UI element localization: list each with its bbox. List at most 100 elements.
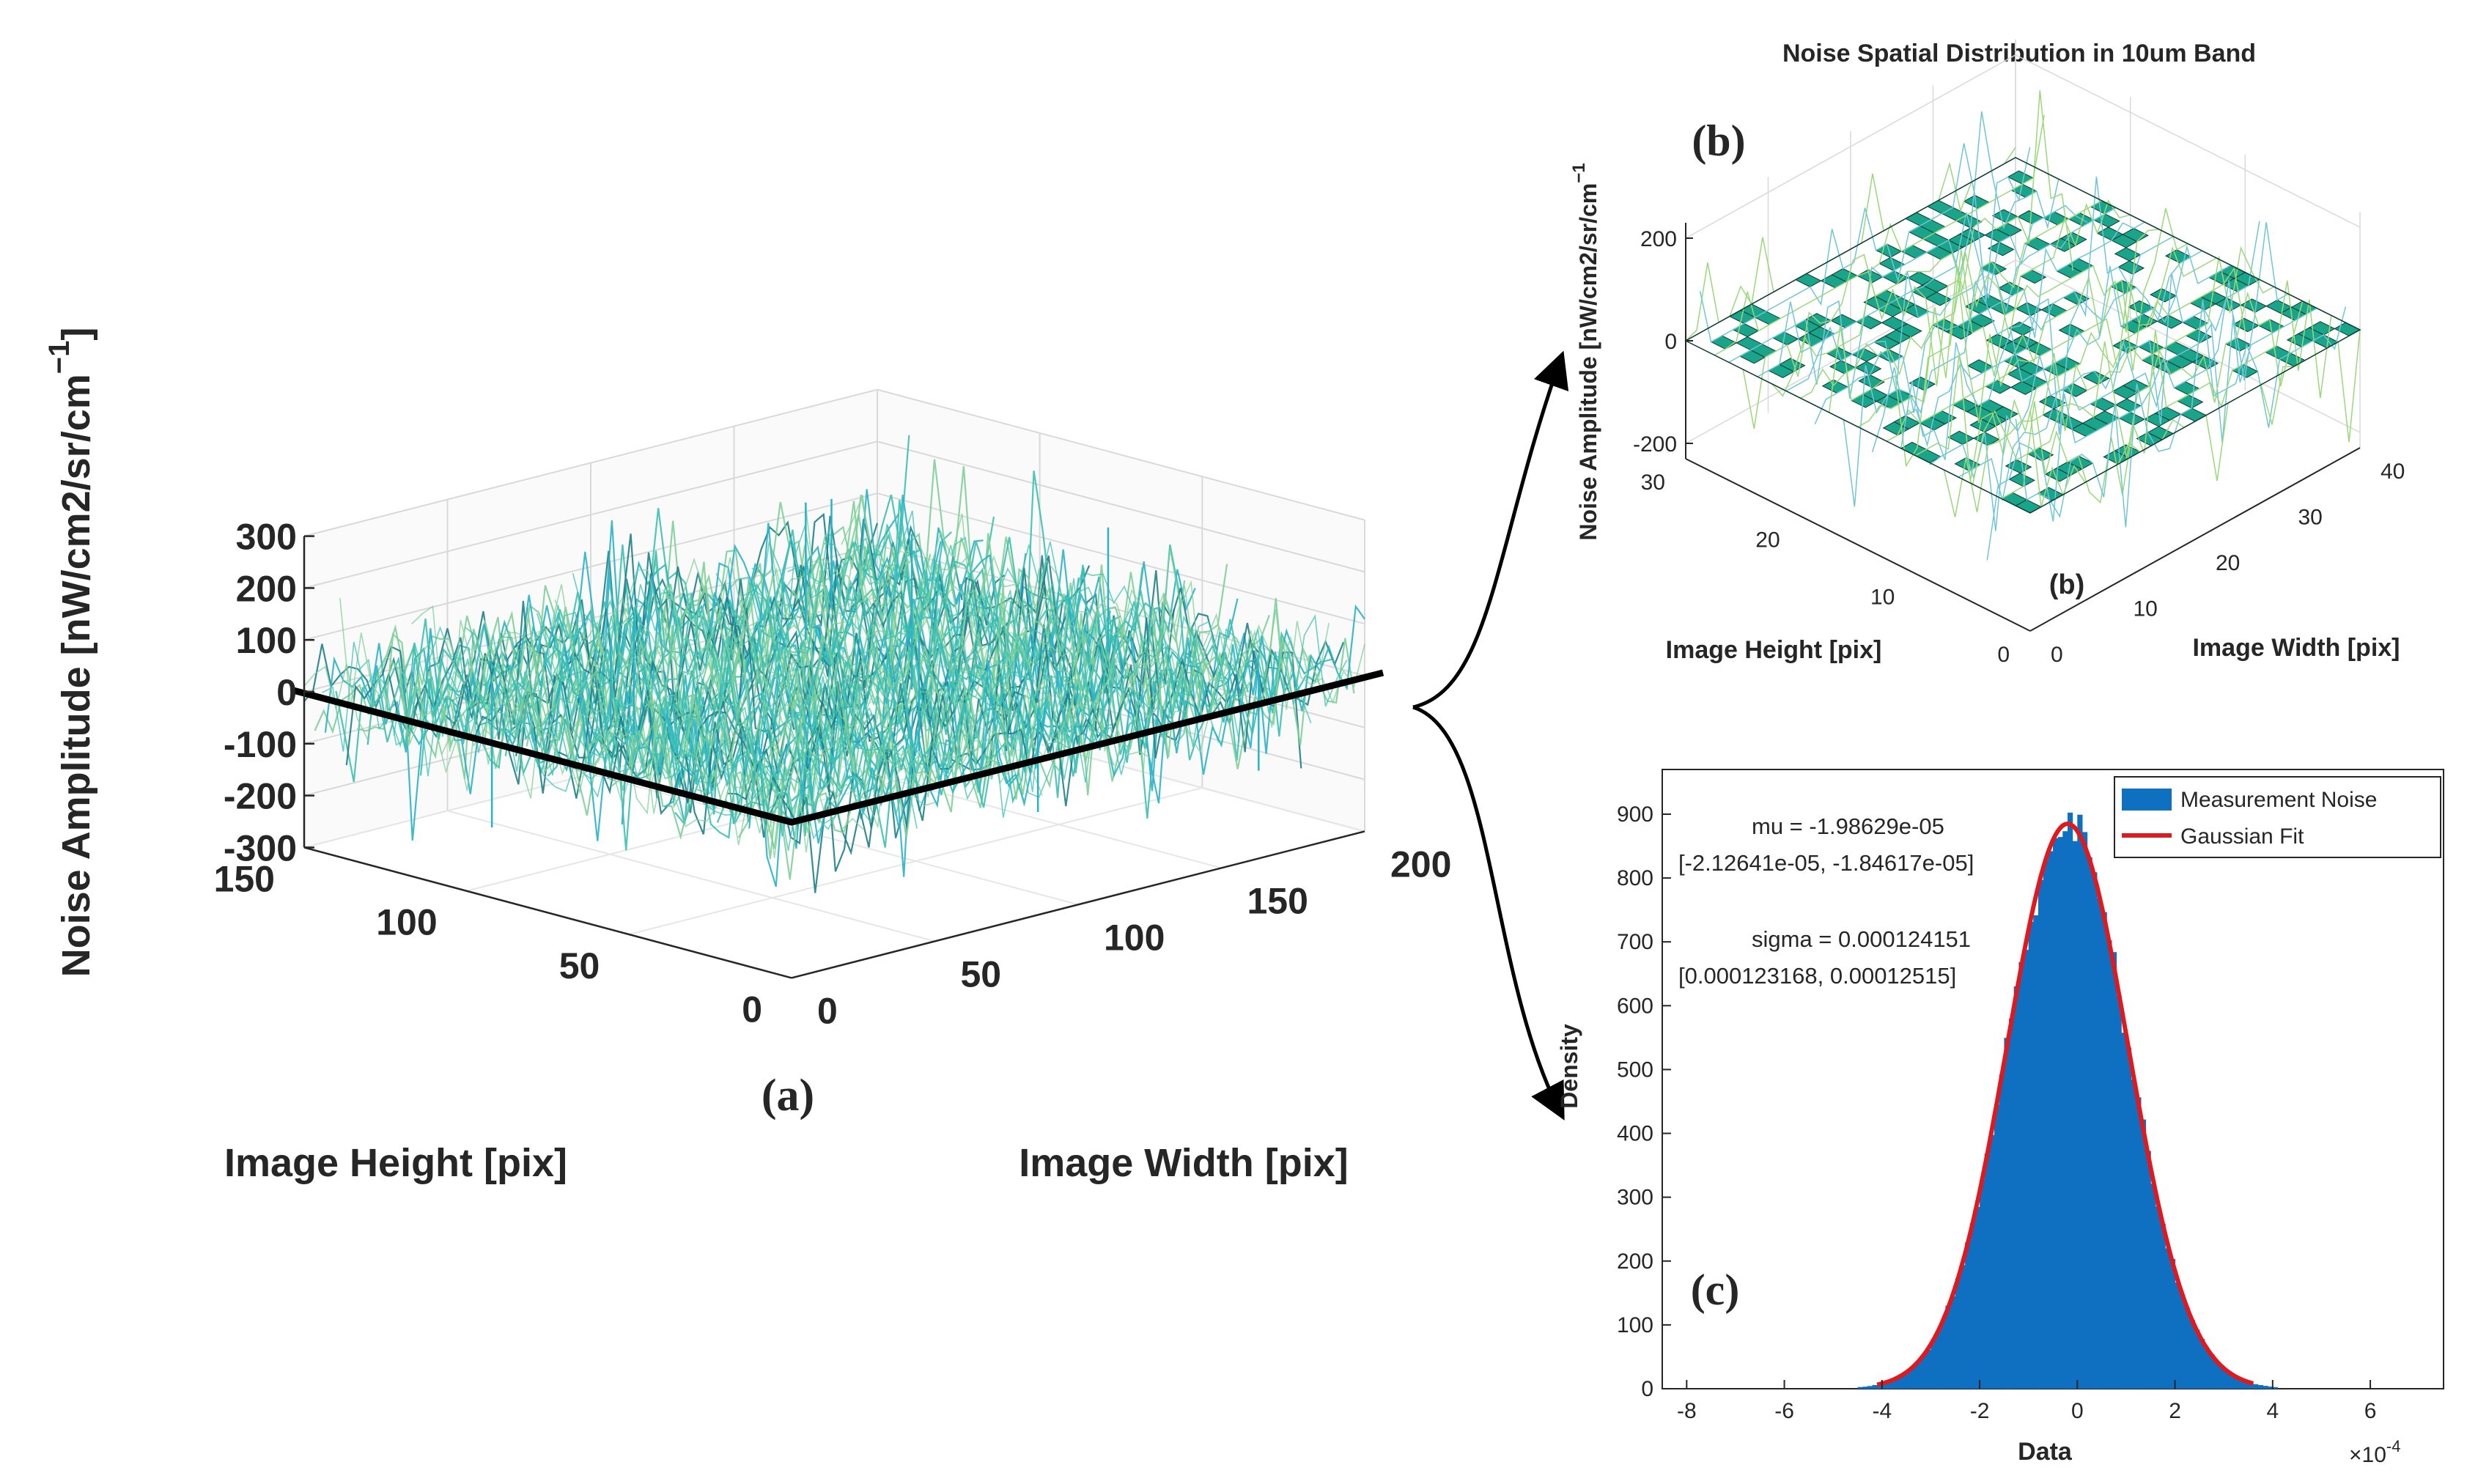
- panel-c-histogram-bar: [1994, 1104, 2000, 1389]
- panel-b-surface-patch: [2093, 213, 2120, 228]
- panel-c-histogram-bar: [2204, 1349, 2210, 1389]
- panel-b-surface-row-trace: [1757, 204, 2088, 377]
- panel-c-histogram-bar: [2125, 1047, 2132, 1389]
- panel-c-x-multiplier-exp: -4: [2386, 1437, 2401, 1455]
- panel-c-histogram-bar: [2106, 940, 2112, 1389]
- panel-c-y-tick-label: 100: [1617, 1313, 1653, 1337]
- annotation-mu-ci: [-2.12641e-05, -1.84617e-05]: [1678, 850, 1974, 876]
- panel-b-z-tick-label: 0: [1664, 330, 1677, 354]
- panel-c-histogram-bar: [1955, 1278, 1961, 1389]
- panel-c-histogram-bar: [1940, 1319, 1946, 1389]
- panel-c-x-axis-label: Data: [2018, 1438, 2073, 1466]
- panel-b-surface-patch: [2180, 407, 2208, 422]
- panel-c-histogram-bar: [1945, 1305, 1951, 1389]
- panel-b-surface-patch: [1855, 315, 1883, 330]
- panel-b-corner-label: (b): [2049, 569, 2085, 600]
- panel-b-surface-row-trace: [1829, 229, 2159, 468]
- panel-a-z-tick-label: 300: [236, 517, 297, 558]
- panel-b-surface-patch: [2173, 381, 2200, 396]
- panel-c-histogram-bar: [1911, 1365, 1917, 1389]
- panel-c-histogram-bar: [1984, 1153, 1990, 1389]
- panel-c-histogram-bar: [1974, 1206, 1980, 1389]
- panel-c-x-tick-label: -6: [1774, 1399, 1794, 1423]
- panel-a-z-tick-label: -100: [224, 724, 297, 765]
- panel-c-y-tick-label: 600: [1617, 994, 1653, 1018]
- panel-c-histogram-bar: [2013, 986, 2019, 1389]
- panel-c-histogram-bar: [1989, 1134, 1995, 1389]
- panel-c-histogram-bar: [2228, 1374, 2234, 1389]
- panel-c-histogram-bar: [2209, 1354, 2215, 1389]
- panel-c-y-tick-label: 200: [1617, 1249, 1653, 1274]
- panel-b-y-axis-label: Image Height [pix]: [1666, 636, 1882, 664]
- panel-c-histogram-bar: [2145, 1151, 2151, 1389]
- panel-c-histogram-bar: [1950, 1296, 1956, 1389]
- panel-b-surface-row-trace: [1857, 208, 2188, 428]
- panel-b-surface-row-trace: [1943, 246, 2274, 517]
- panel-b-surface-row-trace: [1800, 199, 2131, 399]
- panel-a-surface-col-trace: [751, 525, 1240, 744]
- panel-c-histogram-bar: [2072, 841, 2078, 1389]
- panel-b-surface-row-trace: [1714, 114, 2045, 356]
- panel-a-surface-col-trace: [590, 596, 1079, 767]
- panel-c-histogram-bar: [2213, 1361, 2220, 1389]
- panel-b-surface-patch: [2118, 411, 2145, 426]
- panel-b-y-tick-label: 20: [1755, 528, 1780, 552]
- panel-c-histogram-bar: [2219, 1365, 2224, 1389]
- panel-b-surface-row-trace: [1843, 177, 2174, 507]
- panel-b-grid-z-line: [1685, 54, 2361, 239]
- panel-b-surface-patch: [2114, 247, 2142, 262]
- panel-b-y-tick-label: 10: [1870, 586, 1895, 610]
- panel-b-x-tick-label: 0: [2051, 643, 2063, 667]
- panel-c-histogram-bar: [2062, 831, 2068, 1389]
- panel-c-histogram-bar: [2057, 837, 2063, 1389]
- panel-a-surface-col-trace: [446, 641, 935, 811]
- panel-b-surface-patch: [1909, 376, 1936, 391]
- panel-a-z-axis-label-close: ]: [54, 328, 98, 341]
- panel-c-histogram: -8 -6 -4 -2 0 2 4 6 0 100 200 300 400 500 600 700 800 900…: [1556, 769, 2444, 1467]
- panel-b-x-tick-label: 30: [2298, 506, 2323, 530]
- panel-b-surface-row-trace: [1900, 244, 2232, 460]
- panel-a-surface-col-trace: [375, 619, 864, 835]
- panel-b-y-axis-line: [1685, 458, 2031, 632]
- panel-a-surface-col-trace: [322, 641, 810, 851]
- panel-c-histogram-bar: [2199, 1338, 2205, 1389]
- panel-b-surface-patch: [2117, 260, 2145, 275]
- panel-a-surface-col-trace: [805, 505, 1294, 728]
- panel-c-x-multiplier: ×10-4: [2349, 1437, 2400, 1467]
- panel-c-histogram-bar: [2077, 814, 2083, 1389]
- arrow-to-panel-c: [1412, 705, 1565, 1121]
- panel-c-histogram-bar: [1980, 1180, 1985, 1389]
- panel-b-surface-patch: [2114, 398, 2142, 413]
- panel-c-histogram-bar: [2160, 1224, 2166, 1389]
- panel-c-histogram-bar: [1965, 1242, 1971, 1389]
- panel-b-surface-patch: [2040, 303, 2068, 318]
- panel-b-x-axis-label: Image Width [pix]: [2192, 634, 2400, 662]
- panel-c-histogram-bar: [2268, 1387, 2274, 1389]
- panel-a-x-tick-label: 50: [961, 953, 1002, 994]
- panel-c-histogram-bar: [2004, 1038, 2010, 1389]
- panel-c-histogram-bar: [2175, 1282, 2180, 1389]
- panel-c-label: (c): [1691, 1266, 1740, 1314]
- panel-a-surface-col-trace: [483, 617, 972, 798]
- panel-c-histogram-bar: [1881, 1383, 1887, 1389]
- panel-c-x-tick-label: -4: [1872, 1399, 1892, 1423]
- panel-b-surface-patch: [2181, 315, 2209, 331]
- panel-c-histogram-bar: [1887, 1381, 1892, 1389]
- panel-a-z-axis-label-group: Noise Amplitude [nW/cm2/sr/cm−1]: [43, 328, 98, 978]
- panel-b-z-ticks: 200 0 -200: [1633, 227, 1693, 457]
- panel-b-y-tick-label: 30: [1641, 470, 1665, 495]
- panel-c-histogram-bar: [2194, 1329, 2200, 1389]
- panel-c-histogram-bar: [2087, 857, 2092, 1389]
- panel-c-histogram-bar: [2155, 1206, 2161, 1389]
- panel-a-floor-grid-line: [629, 787, 1203, 936]
- panel-b-z-axis-label-group: Noise Amplitude [nW/cm2/sr/cm−1: [1569, 163, 1601, 540]
- panel-c-histogram-bar: [1925, 1349, 1931, 1389]
- panel-b-surface-patch: [2062, 291, 2090, 306]
- panel-b-surface-patch: [1794, 273, 1822, 288]
- panel-c-histogram-bar: [1901, 1374, 1907, 1389]
- panel-c-histogram-bar: [1896, 1376, 1902, 1389]
- panel-b-surface-patch: [1804, 313, 1832, 328]
- panel-c-histogram-bar: [2097, 898, 2103, 1389]
- panel-a-y-ticks: 0 50 100 150: [214, 858, 762, 1030]
- connector-arrows: [1412, 350, 1569, 1121]
